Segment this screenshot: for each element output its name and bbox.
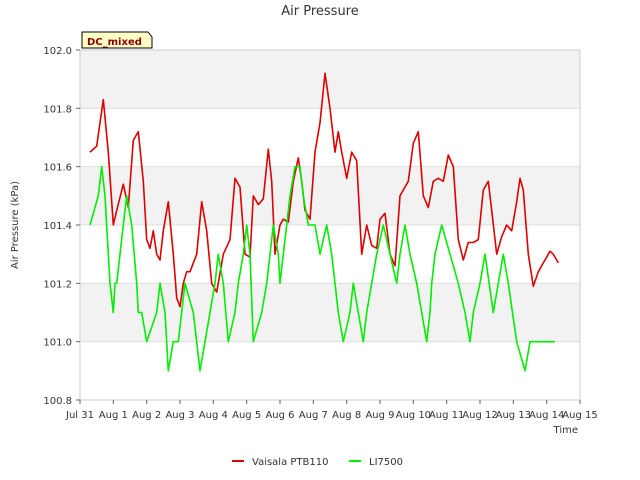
y-tick-label: 101.8 (43, 104, 72, 115)
x-tick-label: Aug 11 (429, 410, 464, 421)
chart-title: Air Pressure (281, 4, 359, 19)
annotation-label: DC_mixed (87, 37, 142, 48)
x-tick-label: Jul 31 (65, 410, 94, 421)
x-tick-label: Aug 14 (529, 410, 564, 421)
x-tick-label: Aug 4 (199, 410, 228, 421)
background-band (80, 283, 580, 342)
x-tick-label: Aug 6 (265, 410, 294, 421)
y-tick-label: 101.2 (43, 279, 72, 290)
y-axis-label: Air Pressure (kPa) (10, 181, 21, 269)
background-band (80, 108, 580, 167)
x-tick-label: Aug 5 (232, 410, 261, 421)
annotation-box: DC_mixed (81, 31, 153, 49)
x-tick-label: Aug 8 (332, 410, 361, 421)
series-line-li7500 (89, 165, 555, 372)
x-tick-label: Aug 3 (165, 410, 194, 421)
x-tick-label: Aug 12 (462, 410, 497, 421)
x-tick-label: Aug 15 (562, 410, 597, 421)
x-tick-label: Aug 1 (99, 410, 128, 421)
y-tick-label: 102.0 (43, 46, 72, 57)
y-tick-label: 101.4 (43, 221, 72, 232)
x-axis-label: Time (553, 425, 578, 436)
x-tick-label: Aug 10 (396, 410, 431, 421)
background-band (80, 225, 580, 284)
background-band (80, 166, 580, 225)
x-tick-label: Aug 13 (496, 410, 531, 421)
series-line-vaisala-ptb110 (89, 72, 559, 308)
x-tick-label: Aug 9 (365, 410, 394, 421)
background-band (80, 50, 580, 109)
y-tick-label: 100.8 (43, 396, 72, 407)
background-band (80, 341, 580, 400)
x-tick-label: Aug 7 (299, 410, 328, 421)
legend-label-vaisala: Vaisala PTB110 (252, 457, 328, 468)
x-tick-label: Aug 2 (132, 410, 161, 421)
legend-label-li7500: LI7500 (369, 457, 403, 468)
y-tick-label: 101.0 (43, 338, 72, 349)
legend: Vaisala PTB110 LI7500 (232, 457, 403, 468)
y-tick-label: 101.6 (43, 163, 72, 174)
